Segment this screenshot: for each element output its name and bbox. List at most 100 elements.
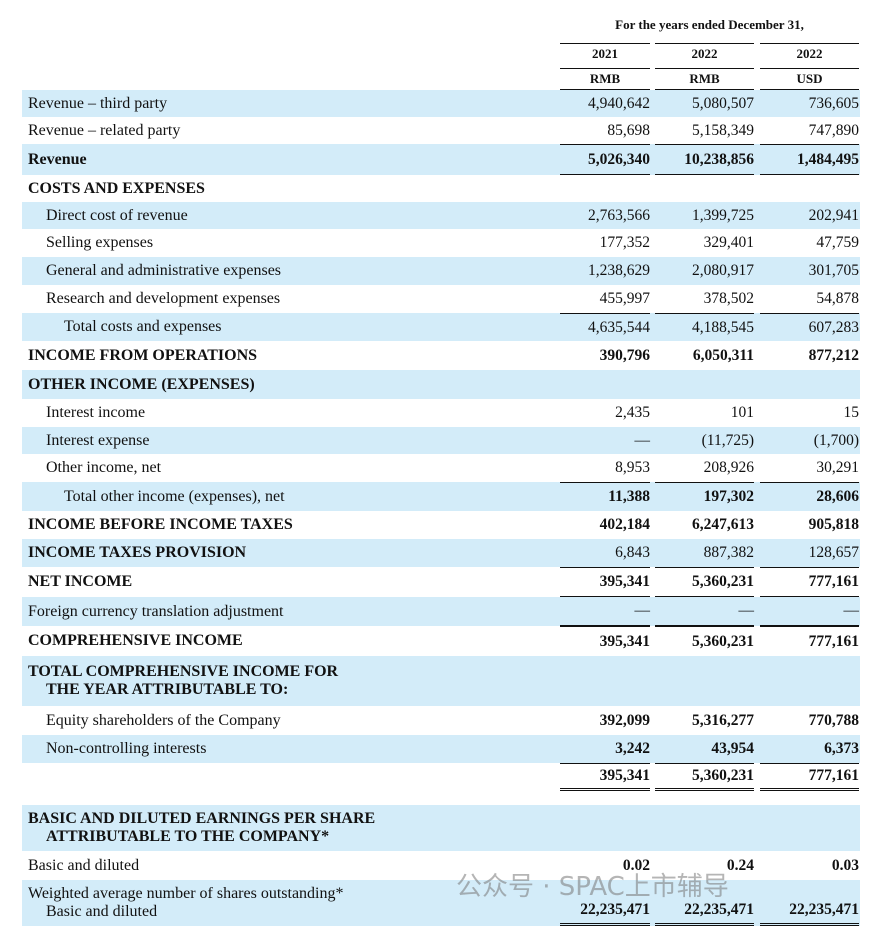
row-label: TOTAL COMPREHENSIVE INCOME FOR THE YEAR A… xyxy=(22,656,562,706)
table-row: Revenue – third party 4,940,642 5,080,507 7… xyxy=(22,90,860,117)
cell-value: 8,953 xyxy=(615,459,650,476)
label-line: BASIC AND DILUTED EARNINGS PER SHARE xyxy=(28,810,376,827)
row-label: NET INCOME xyxy=(28,573,133,590)
row-label: Selling expenses xyxy=(46,234,154,251)
cell-value: — xyxy=(634,431,651,449)
cell-value: 30,291 xyxy=(816,459,859,476)
table-row: Total costs and expenses 4,635,544 4,188,5… xyxy=(22,313,860,341)
cell-value: 395,341 xyxy=(560,763,650,791)
table-row: General and administrative expenses 1,238… xyxy=(22,257,860,285)
currency: RMB xyxy=(655,68,754,90)
table-row: Equity shareholders of the Company 392,09… xyxy=(22,706,860,735)
cell-value: 5,360,231 xyxy=(655,626,754,656)
cell-value: 777,161 xyxy=(760,626,859,656)
row-label: INCOME BEFORE INCOME TAXES xyxy=(28,516,293,533)
cell-value: 5,360,231 xyxy=(655,763,754,791)
cell-value: 4,635,544 xyxy=(560,313,650,341)
cell-value: (11,725) xyxy=(701,431,754,449)
row-label: Weighted average number of shares outsta… xyxy=(22,880,562,926)
table-row: Research and development expenses 455,997… xyxy=(22,285,860,313)
cell-value: 85,698 xyxy=(607,121,650,139)
cell-value: 301,705 xyxy=(808,262,859,279)
table-row: Interest expense — (11,725) (1,700) xyxy=(22,427,860,454)
row-label: COSTS AND EXPENSES xyxy=(28,179,205,197)
cell-value: 208,926 xyxy=(703,459,754,476)
table-row: Revenue 5,026,340 10,238,856 1,484,495 xyxy=(22,144,860,175)
cell-value: 887,382 xyxy=(703,544,754,561)
cell-value: 402,184 xyxy=(599,516,650,533)
currency: USD xyxy=(760,68,859,90)
row-label: General and administrative expenses xyxy=(46,262,282,279)
cell-value: 177,352 xyxy=(599,234,650,251)
cell-value: 6,247,613 xyxy=(692,516,754,533)
year: 2022 xyxy=(760,43,859,62)
cell-value: 395,341 xyxy=(560,626,650,656)
row-label: Foreign currency translation adjustment xyxy=(28,602,284,620)
cell-value: 1,399,725 xyxy=(692,206,754,224)
cell-value: 777,161 xyxy=(760,567,859,597)
cell-value: 22,235,471 xyxy=(655,880,754,926)
cell-value: 2,763,566 xyxy=(588,206,650,224)
cell-value: 777,161 xyxy=(760,763,859,791)
row-label: Total other income (expenses), net xyxy=(64,487,285,505)
cell-value: 43,954 xyxy=(711,740,754,757)
cell-value: 736,605 xyxy=(808,94,859,112)
table-row: INCOME FROM OPERATIONS 390,796 6,050,311 87… xyxy=(22,341,860,370)
cell-value: 197,302 xyxy=(655,482,754,511)
cell-value: 6,050,311 xyxy=(692,346,754,364)
cell-value: 390,796 xyxy=(599,346,650,364)
label-line: THE YEAR ATTRIBUTABLE TO: xyxy=(46,681,289,698)
cell-value: 6,373 xyxy=(824,740,859,757)
row-label: Equity shareholders of the Company xyxy=(46,711,281,729)
table-row: Interest income 2,435 101 15 xyxy=(22,399,860,427)
table-row: TOTAL COMPREHENSIVE INCOME FOR THE YEAR A… xyxy=(22,656,860,706)
cell-value: 4,188,545 xyxy=(655,313,754,341)
cell-value: 11,388 xyxy=(560,482,650,511)
table-row: Direct cost of revenue 2,763,566 1,399,725… xyxy=(22,202,860,229)
cell-value: 2,080,917 xyxy=(692,262,754,279)
cell-value: 747,890 xyxy=(808,121,859,139)
cell-value: 128,657 xyxy=(808,544,859,561)
cell-value: 4,940,642 xyxy=(588,94,650,112)
cell-value: — xyxy=(655,597,754,626)
cell-value: 5,158,349 xyxy=(692,121,754,139)
watermark: 公众号 · SPAC上市辅导 xyxy=(456,872,729,902)
cell-value: 5,080,507 xyxy=(692,94,754,112)
cell-value: 1,238,629 xyxy=(588,262,650,279)
row-label: INCOME FROM OPERATIONS xyxy=(28,346,258,364)
cell-value: 2,435 xyxy=(615,404,650,421)
table-row: BASIC AND DILUTED EARNINGS PER SHARE ATTR… xyxy=(22,805,860,851)
row-label: INCOME TAXES PROVISION xyxy=(28,544,247,561)
row-label: Interest income xyxy=(46,404,146,421)
cell-value: 15 xyxy=(843,404,860,421)
cell-value: 392,099 xyxy=(599,711,650,729)
label-line: Basic and diluted xyxy=(46,903,158,920)
row-label: Total costs and expenses xyxy=(64,318,222,335)
table-row: Selling expenses 177,352 329,401 47,759 xyxy=(22,229,860,257)
cell-value: 0.03 xyxy=(831,856,859,874)
cell-value: 101 xyxy=(730,404,754,421)
table-row: Revenue – related party 85,698 5,158,349 74… xyxy=(22,117,860,144)
cell-value: (1,700) xyxy=(813,431,859,449)
year: 2021 xyxy=(560,43,650,62)
year: 2022 xyxy=(655,43,754,62)
label-line: TOTAL COMPREHENSIVE INCOME FOR xyxy=(28,663,339,680)
row-label: Revenue xyxy=(28,150,87,168)
cell-value: 5,316,277 xyxy=(692,711,754,729)
cell-value: 5,360,231 xyxy=(655,567,754,597)
row-label: Basic and diluted xyxy=(28,856,140,874)
row-label xyxy=(22,763,562,791)
label-line: ATTRIBUTABLE TO THE COMPANY* xyxy=(46,828,330,845)
cell-value: 905,818 xyxy=(808,516,859,533)
cell-value: 329,401 xyxy=(703,234,754,251)
cell-value: 455,997 xyxy=(599,290,650,307)
table-row: Non-controlling interests 3,242 43,954 6,37… xyxy=(22,735,860,763)
cell-value: 22,235,471 xyxy=(560,880,650,926)
table-row: Basic and diluted 0.02 0.24 0.03 xyxy=(22,851,860,880)
table-row: Total other income (expenses), net 11,388… xyxy=(22,482,860,511)
table-row: INCOME BEFORE INCOME TAXES 402,184 6,247,6… xyxy=(22,511,860,539)
cell-value: 0.02 xyxy=(622,856,650,874)
cell-value: 3,242 xyxy=(615,740,650,757)
cell-value: 5,026,340 xyxy=(560,144,650,175)
